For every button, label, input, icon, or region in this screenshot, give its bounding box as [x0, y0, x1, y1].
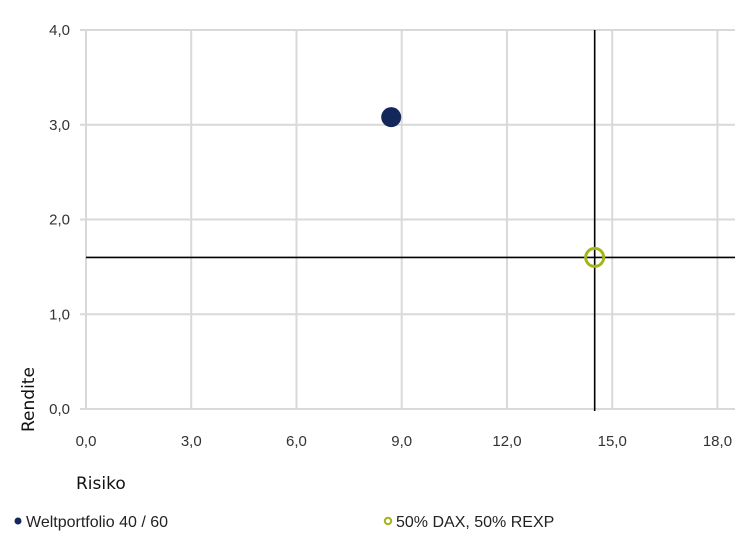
y-tick-label: 3,0	[49, 117, 70, 134]
y-axis-title: Rendite	[19, 367, 39, 432]
legend-label-weltportfolio: Weltportfolio 40 / 60	[26, 514, 168, 531]
y-tick-label: 2,0	[49, 212, 70, 229]
x-tick-label: 3,0	[181, 433, 202, 450]
x-tick-label: 0,0	[76, 433, 97, 450]
legend-item-weltportfolio[interactable]: Weltportfolio 40 / 60	[14, 514, 169, 531]
axes	[80, 29, 87, 410]
x-tick-label: 12,0	[492, 433, 521, 450]
reference-crosshair	[86, 30, 735, 411]
legend-item-dax-rexp[interactable]: 50% DAX, 50% REXP	[383, 514, 554, 531]
data-point-weltportfolio	[381, 107, 402, 128]
legend-marker-weltportfolio	[14, 517, 22, 525]
x-tick-label: 6,0	[286, 433, 307, 450]
x-axis-title: Risiko	[76, 474, 126, 494]
grid-lines	[86, 29, 735, 410]
legend-marker-dax-rexp	[383, 516, 393, 526]
data-points	[381, 107, 606, 268]
y-tick-label: 4,0	[49, 22, 70, 39]
data-point-dax-rexp	[584, 246, 606, 268]
legend-label-dax-rexp: 50% DAX, 50% REXP	[396, 514, 554, 531]
legend: Weltportfolio 40 / 60 50% DAX, 50% REXP	[14, 514, 554, 531]
x-tick-label: 9,0	[391, 433, 412, 450]
y-tick-label: 1,0	[49, 306, 70, 323]
tick-labels: 0,0 3,0 6,0 9,0 12,0 15,0 18,0 0,0 1,0 2,0 3,0 4,0	[49, 22, 732, 450]
x-tick-label: 18,0	[703, 433, 732, 450]
x-tick-label: 15,0	[598, 433, 627, 450]
y-tick-label: 0,0	[49, 401, 70, 418]
